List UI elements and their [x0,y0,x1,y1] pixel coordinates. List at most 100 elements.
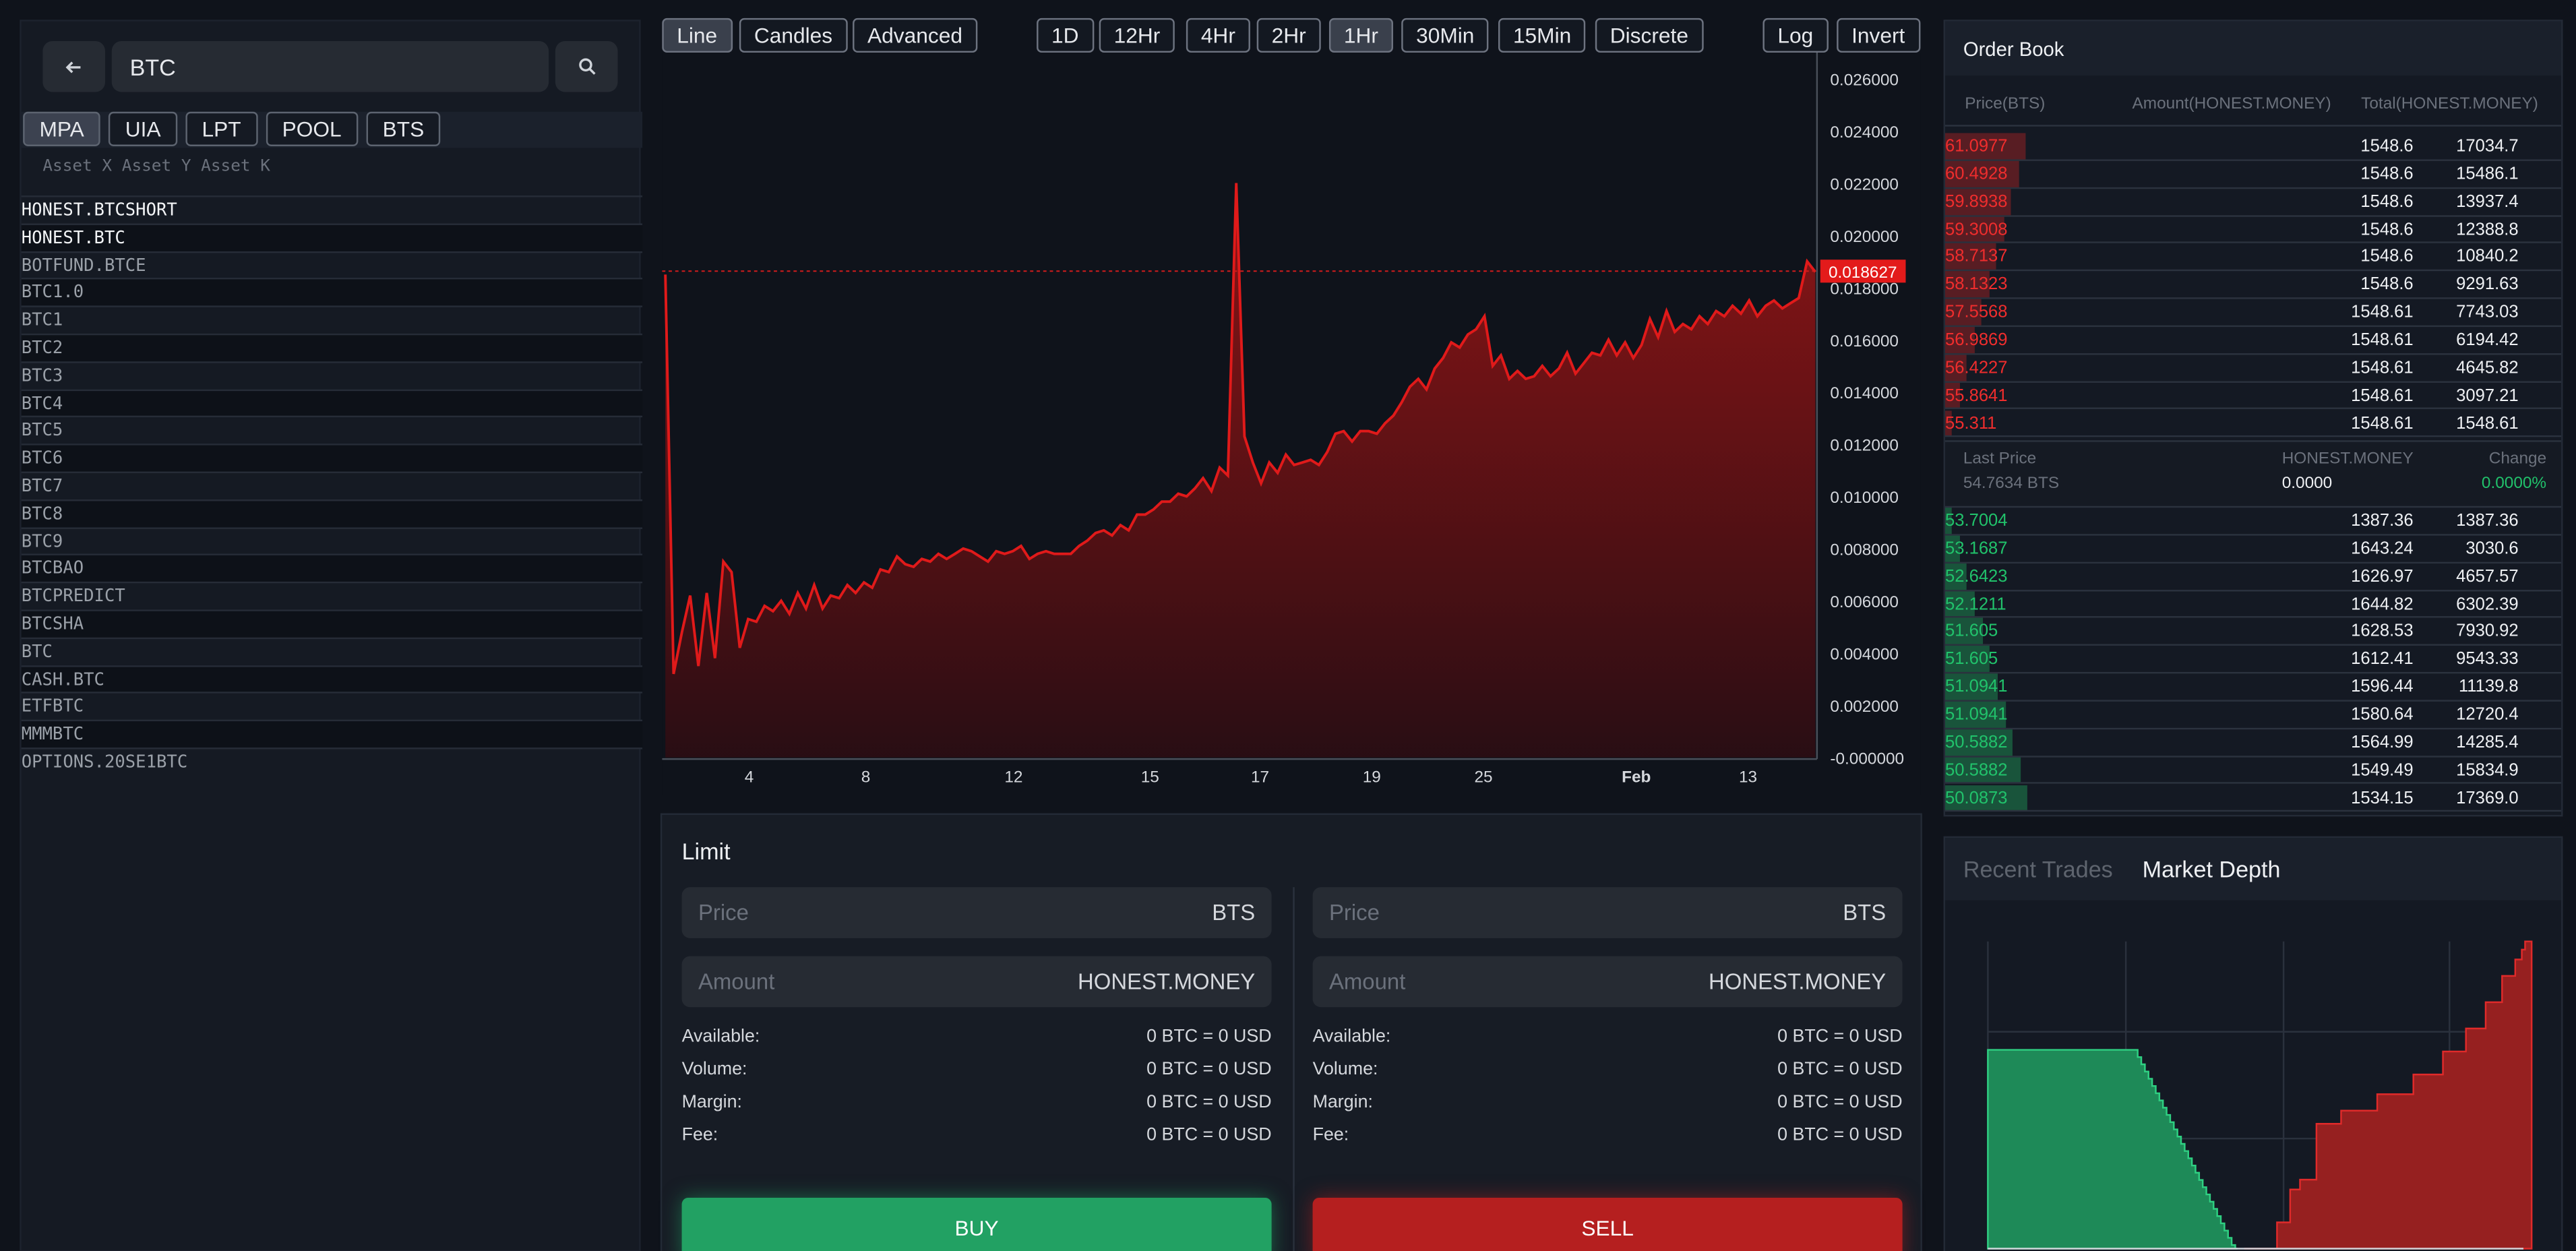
interval-30min[interactable]: 30Min [1401,18,1490,53]
sell-price-input[interactable]: Price BTS [1312,887,1903,938]
order-book-row[interactable]: 51.0941 1580.64 12720.4 [1945,701,2562,729]
order-book-row[interactable]: 55.311 1548.61 1548.61 [1945,410,2562,438]
order-book-row[interactable]: 58.7137 1548.6 10840.2 [1945,243,2562,272]
y-tick-label: 0.006000 [1830,593,1899,611]
interval-2hr[interactable]: 2Hr [1256,18,1321,53]
buy-button[interactable]: BUY [681,1197,1272,1251]
asset-list-item[interactable]: BTC3 [21,361,643,389]
asset-list-item[interactable]: BTC1 [21,305,643,334]
order-book-row[interactable]: 52.6423 1626.97 4657.57 [1945,563,2562,591]
interval-1hr[interactable]: 1Hr [1328,18,1393,53]
asset-list-item[interactable]: BTC5 [21,416,643,444]
asset-list-item[interactable]: BTC4 [21,388,643,417]
order-book-amount: 1548.61 [2351,413,2414,433]
asset-list-item[interactable]: BTCBAO [21,554,643,582]
order-book-total: 6194.42 [2456,330,2519,350]
order-book-total: 10840.2 [2456,247,2519,267]
interval-1d[interactable]: 1D [1037,18,1094,53]
asset-tab-uia[interactable]: UIA [109,111,177,146]
asset-list-item[interactable]: BTC2 [21,333,643,361]
asset-list-item[interactable]: BOTFUND.BTCE [21,250,643,278]
asset-list-item[interactable]: BTC [21,637,643,665]
order-book-total: 13937.4 [2456,191,2519,212]
order-book-row[interactable]: 57.5568 1548.61 7743.03 [1945,299,2562,327]
order-book-row[interactable]: 60.4928 1548.6 15486.1 [1945,160,2562,189]
order-book-title: Order Book [1945,21,2562,76]
order-book-amount: 1628.53 [2351,621,2414,642]
back-button[interactable] [42,40,105,92]
tab-recent-trades[interactable]: Recent Trades [1963,855,2113,882]
order-book-depth-bar [1945,563,1967,589]
order-book-row[interactable]: 51.605 1628.53 7930.92 [1945,618,2562,646]
asset-tab-bts[interactable]: BTS [366,111,441,146]
chart-type-line[interactable]: Line [662,18,733,53]
chart-type-candles[interactable]: Candles [739,18,848,53]
asset-list-item[interactable]: BTC8 [21,499,643,527]
order-book-total: 17034.7 [2456,136,2519,156]
asset-tab-pool[interactable]: POOL [266,111,359,146]
buy-amount-input[interactable]: Amount HONEST.MONEY [681,956,1272,1008]
sell-amount-input[interactable]: Amount HONEST.MONEY [1312,956,1903,1008]
current-price-label: 0.018627 [1829,264,1897,282]
order-book-row[interactable]: 56.9869 1548.61 6194.42 [1945,326,2562,355]
asset-list-item[interactable]: CASH.BTC [21,665,643,693]
order-book-total: 4645.82 [2456,357,2519,378]
last-price-value: 54.7634 BTS [1963,475,2060,493]
order-book-row[interactable]: 56.4227 1548.61 4645.82 [1945,355,2562,383]
sell-price-unit: BTS [1843,900,1887,925]
magnifier-icon [578,58,595,75]
interval-discrete[interactable]: Discrete [1595,18,1703,53]
sell-summary-row: Fee: 0 BTC = 0 USD [1313,1126,1903,1145]
asset-list-item[interactable]: MMMBTC [21,719,643,747]
asset-list-item[interactable]: BTC7 [21,471,643,499]
interval-12hr[interactable]: 12Hr [1099,18,1175,53]
order-book-row[interactable]: 61.0977 1548.6 17034.7 [1945,133,2562,161]
asset-list-item[interactable]: BTC9 [21,526,643,554]
order-book-row[interactable]: 50.5882 1564.99 14285.4 [1945,729,2562,757]
order-book-row[interactable]: 52.1211 1644.82 6302.39 [1945,590,2562,619]
order-book-row[interactable]: 51.0941 1596.44 11139.8 [1945,673,2562,702]
asset-list-item[interactable]: HONEST.BTCSHORT [21,195,643,223]
price-area-fill [665,183,1816,758]
asset-list-item[interactable]: HONEST.BTC [21,223,643,251]
order-book-row[interactable]: 58.1323 1548.6 9291.63 [1945,271,2562,299]
asset-list-item[interactable]: BTC1.0 [21,278,643,306]
order-book-row[interactable]: 55.8641 1548.61 3097.21 [1945,382,2562,410]
tab-market-depth[interactable]: Market Depth [2142,855,2281,882]
y-tick-label: 0.010000 [1830,489,1899,507]
sell-summary-label: Available: [1312,1027,1391,1047]
asset-list-item[interactable]: BTCPREDICT [21,582,643,609]
order-book-row[interactable]: 59.3008 1548.6 12388.8 [1945,216,2562,244]
order-book-price: 51.0941 [1945,677,2008,697]
order-book-row[interactable]: 51.605 1612.41 9543.33 [1945,646,2562,674]
asset-tab-mpa[interactable]: MPA [23,111,101,146]
last-price-summary: Last Price 54.7634 BTS HONEST.MONEY 0.00… [1945,440,2562,508]
order-book-row[interactable]: 59.8938 1548.6 13937.4 [1945,188,2562,216]
asset-list-item[interactable]: BTC6 [21,444,643,472]
asset-list-item[interactable]: OPTIONS.20SE1BTC [21,747,643,775]
price-chart[interactable]: 0.018627 0.026000 0.024000 0.022000 0.020000… [662,53,1921,795]
asset-tab-lpt[interactable]: LPT [185,111,258,146]
order-book-depth-bar [1945,355,1967,381]
x-tick-label: 4 [745,768,754,786]
interval-4hr[interactable]: 4Hr [1186,18,1250,53]
x-tick-label: 25 [1475,768,1493,786]
interval-15min[interactable]: 15Min [1498,18,1587,53]
order-book-depth-bar [1945,243,1997,270]
asset-list-item[interactable]: BTCSHA [21,609,643,638]
scale-invert[interactable]: Invert [1837,18,1920,53]
scale-log[interactable]: Log [1762,18,1829,53]
depth-asks-area [2244,940,2533,1250]
chart-type-advanced[interactable]: Advanced [853,18,977,53]
order-book-row[interactable]: 53.1687 1643.24 3030.6 [1945,535,2562,563]
sell-summary-value: 0 BTC = 0 USD [1777,1027,1903,1047]
search-input[interactable]: BTC [111,40,549,92]
buy-price-input[interactable]: Price BTS [681,887,1272,938]
order-book-row[interactable]: 50.0873 1534.15 17369.0 [1945,784,2562,812]
asset-list-item[interactable]: ETFBTC [21,692,643,720]
search-button[interactable] [555,40,618,92]
change-value: 0.0000% [2481,475,2547,493]
order-book-row[interactable]: 50.5882 1549.49 15834.9 [1945,756,2562,785]
sell-button[interactable]: SELL [1312,1197,1903,1251]
order-book-row[interactable]: 53.7004 1387.36 1387.36 [1945,508,2562,536]
